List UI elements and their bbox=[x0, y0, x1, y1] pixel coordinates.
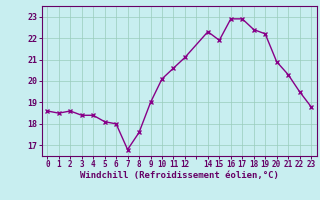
X-axis label: Windchill (Refroidissement éolien,°C): Windchill (Refroidissement éolien,°C) bbox=[80, 171, 279, 180]
